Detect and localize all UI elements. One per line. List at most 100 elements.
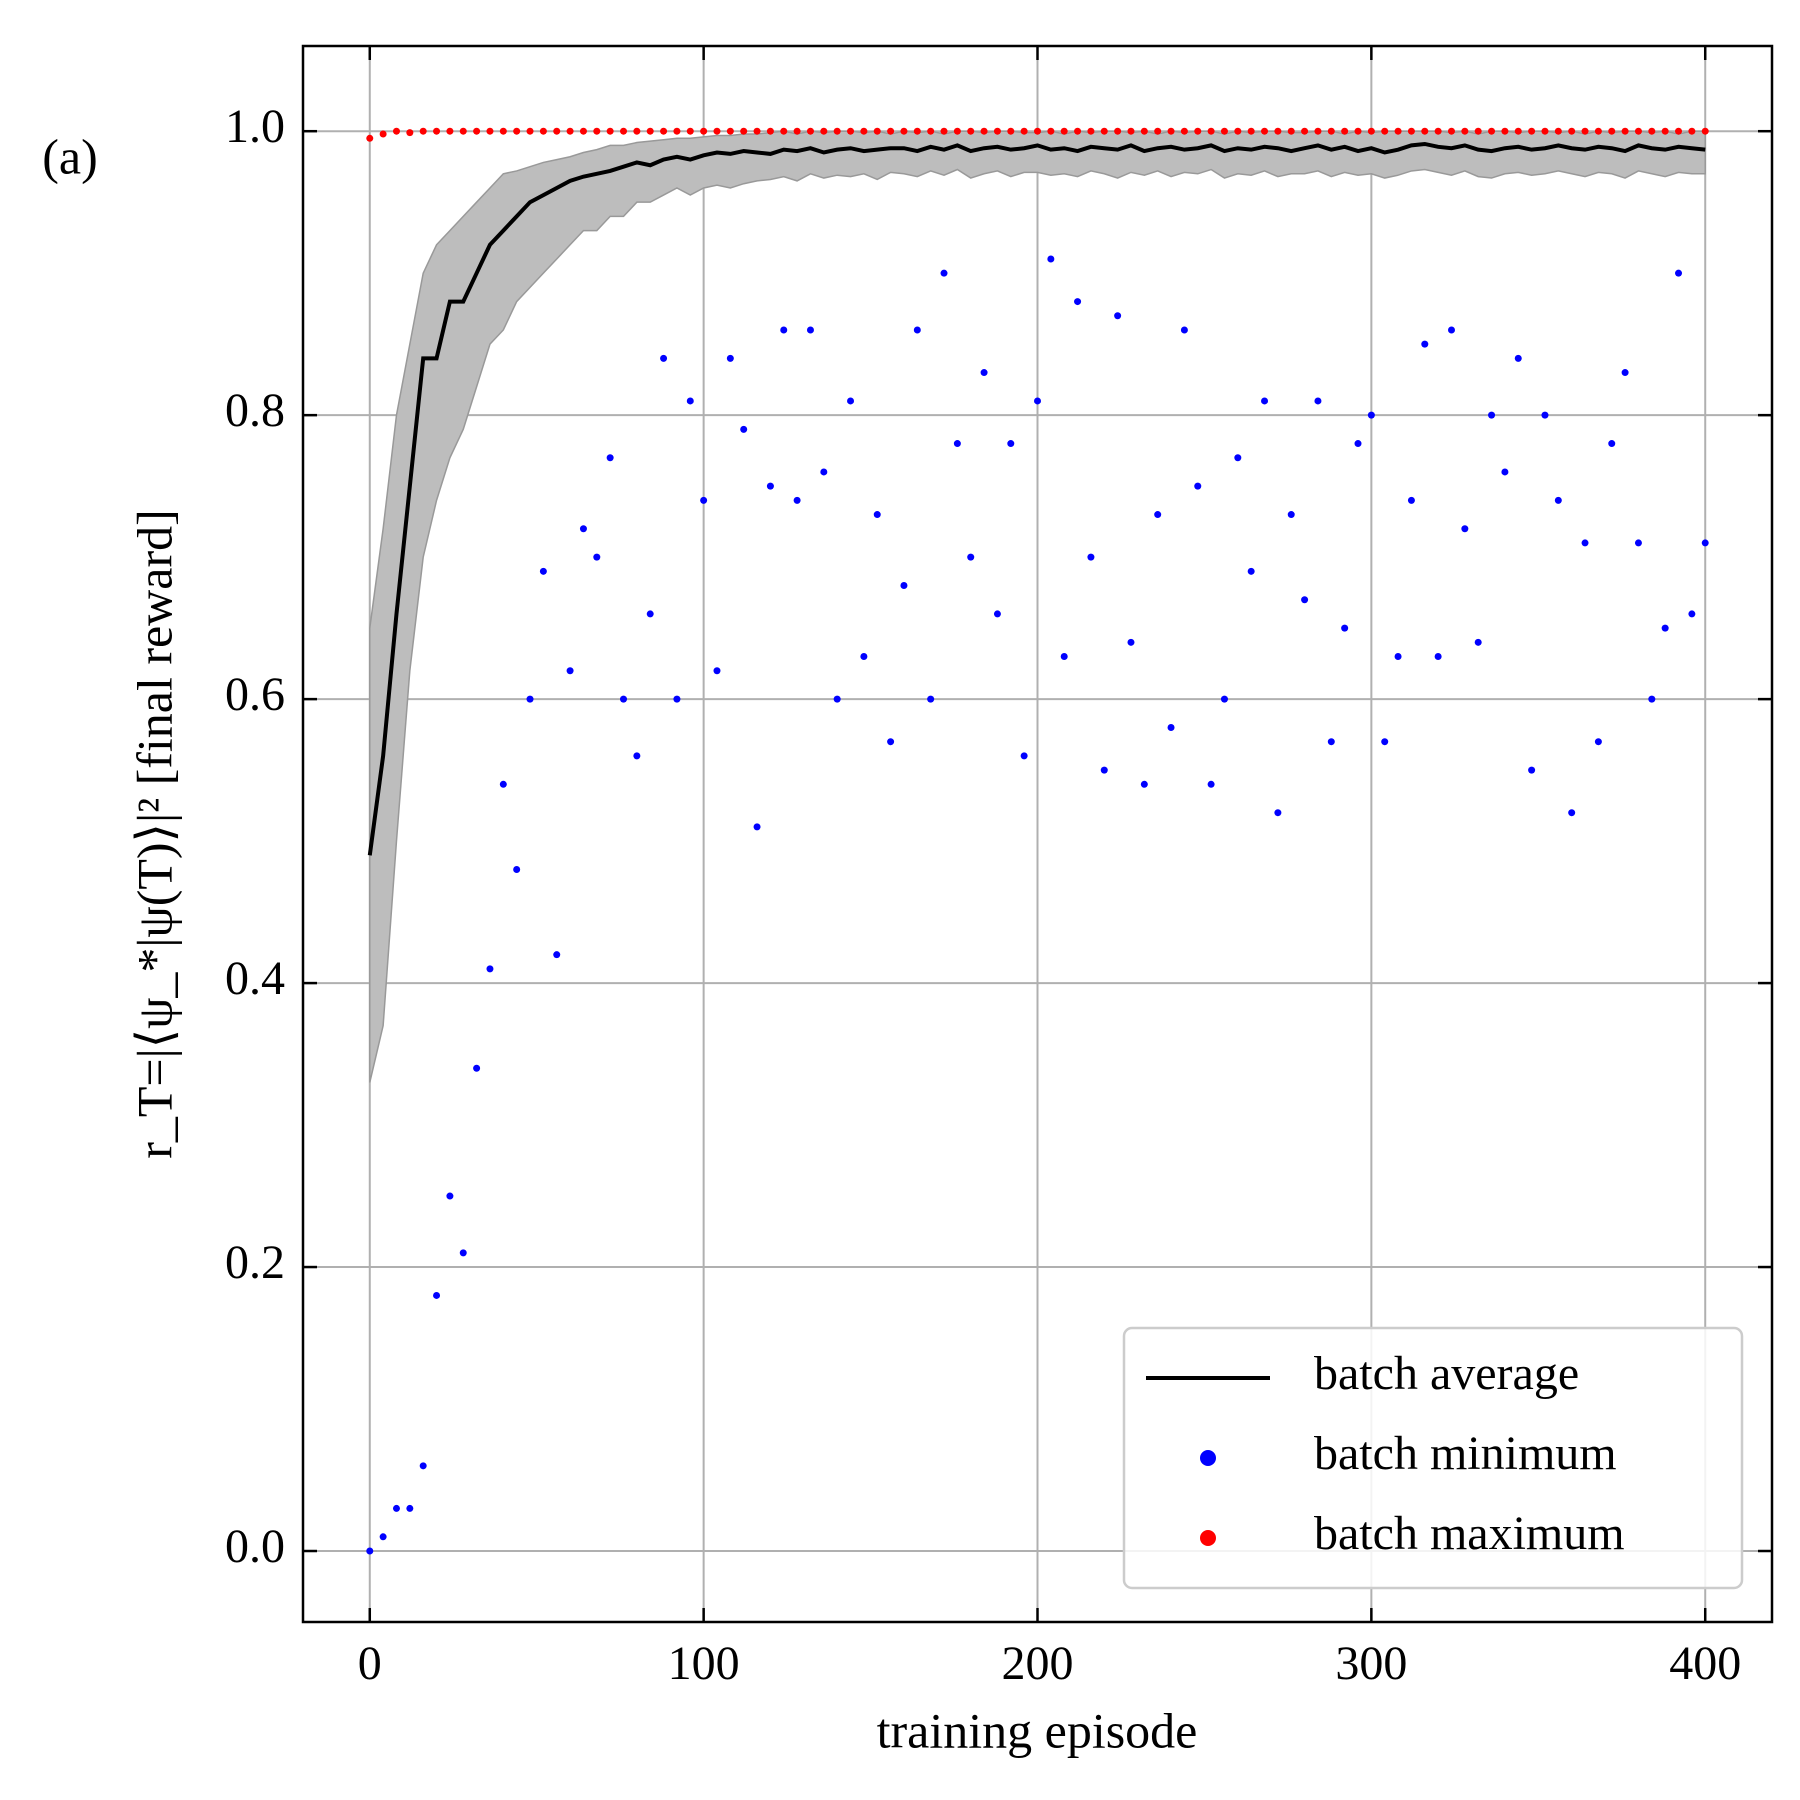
point xyxy=(1701,539,1709,547)
point xyxy=(1675,127,1683,135)
point xyxy=(473,1064,481,1072)
point xyxy=(606,127,614,135)
point xyxy=(1007,127,1015,135)
point xyxy=(766,482,774,490)
point xyxy=(1087,127,1095,135)
point xyxy=(593,127,601,135)
point xyxy=(1407,496,1415,504)
point xyxy=(740,127,748,135)
point xyxy=(700,127,708,135)
point xyxy=(1608,440,1616,448)
point xyxy=(1608,127,1616,135)
point xyxy=(1554,496,1562,504)
point xyxy=(1247,567,1255,575)
point xyxy=(660,354,668,362)
x-tick-label: 300 xyxy=(1335,1637,1407,1690)
point xyxy=(1087,553,1095,561)
point xyxy=(673,127,681,135)
point xyxy=(847,397,855,405)
point xyxy=(726,127,734,135)
point xyxy=(1501,127,1509,135)
point xyxy=(1461,127,1469,135)
point xyxy=(366,1547,374,1555)
y-tick-label: 0.2 xyxy=(225,1236,285,1289)
point xyxy=(806,326,814,334)
point xyxy=(820,468,828,476)
point xyxy=(1661,624,1669,632)
point xyxy=(793,127,801,135)
point xyxy=(793,496,801,504)
point xyxy=(1341,624,1349,632)
x-tick-label: 200 xyxy=(1002,1637,1074,1690)
point xyxy=(1167,724,1175,732)
point xyxy=(1034,397,1041,405)
point xyxy=(1287,127,1295,135)
point xyxy=(1447,127,1455,135)
point xyxy=(433,127,441,135)
point xyxy=(1634,127,1642,135)
point xyxy=(1274,127,1282,135)
point xyxy=(993,610,1001,618)
point xyxy=(392,1504,400,1512)
point xyxy=(766,127,774,135)
point xyxy=(633,127,641,135)
point xyxy=(1594,738,1602,746)
point xyxy=(499,780,507,788)
point xyxy=(379,1533,387,1541)
point xyxy=(486,965,494,973)
point xyxy=(553,951,561,959)
point xyxy=(1220,695,1228,703)
point xyxy=(566,667,574,675)
point xyxy=(1261,127,1269,135)
point xyxy=(1247,127,1255,135)
point xyxy=(753,823,761,831)
point xyxy=(726,354,734,362)
point xyxy=(927,695,935,703)
point xyxy=(1394,127,1402,135)
point xyxy=(1074,298,1082,306)
x-tick-label: 400 xyxy=(1669,1637,1741,1690)
point xyxy=(1047,255,1055,263)
point xyxy=(927,127,935,135)
point xyxy=(646,127,654,135)
point xyxy=(1287,511,1295,519)
point xyxy=(446,1192,454,1200)
point xyxy=(940,127,948,135)
point xyxy=(606,454,614,462)
point xyxy=(620,127,628,135)
point xyxy=(913,127,921,135)
point xyxy=(526,695,534,703)
point xyxy=(646,610,654,618)
point xyxy=(1354,440,1362,448)
legend-label: batch minimum xyxy=(1314,1427,1617,1480)
point xyxy=(1634,539,1642,547)
average-line xyxy=(367,141,1706,856)
point xyxy=(1421,127,1429,135)
point xyxy=(539,567,547,575)
point xyxy=(1127,638,1135,646)
point xyxy=(1114,312,1122,320)
point xyxy=(833,695,841,703)
point xyxy=(433,1291,441,1299)
point xyxy=(1434,127,1442,135)
point xyxy=(1301,127,1309,135)
point xyxy=(1688,610,1696,618)
point xyxy=(473,127,481,135)
point xyxy=(1140,127,1148,135)
point xyxy=(660,127,668,135)
point xyxy=(673,695,681,703)
point xyxy=(900,127,908,135)
y-tick-label: 0.0 xyxy=(225,1520,285,1573)
point xyxy=(1568,127,1576,135)
point xyxy=(1354,127,1362,135)
point xyxy=(1047,127,1055,135)
point xyxy=(366,134,374,142)
point xyxy=(1474,127,1482,135)
point xyxy=(1327,127,1335,135)
point xyxy=(1701,127,1709,135)
point xyxy=(1167,127,1175,135)
point xyxy=(967,553,975,561)
point xyxy=(1474,638,1482,646)
point xyxy=(1488,127,1496,135)
